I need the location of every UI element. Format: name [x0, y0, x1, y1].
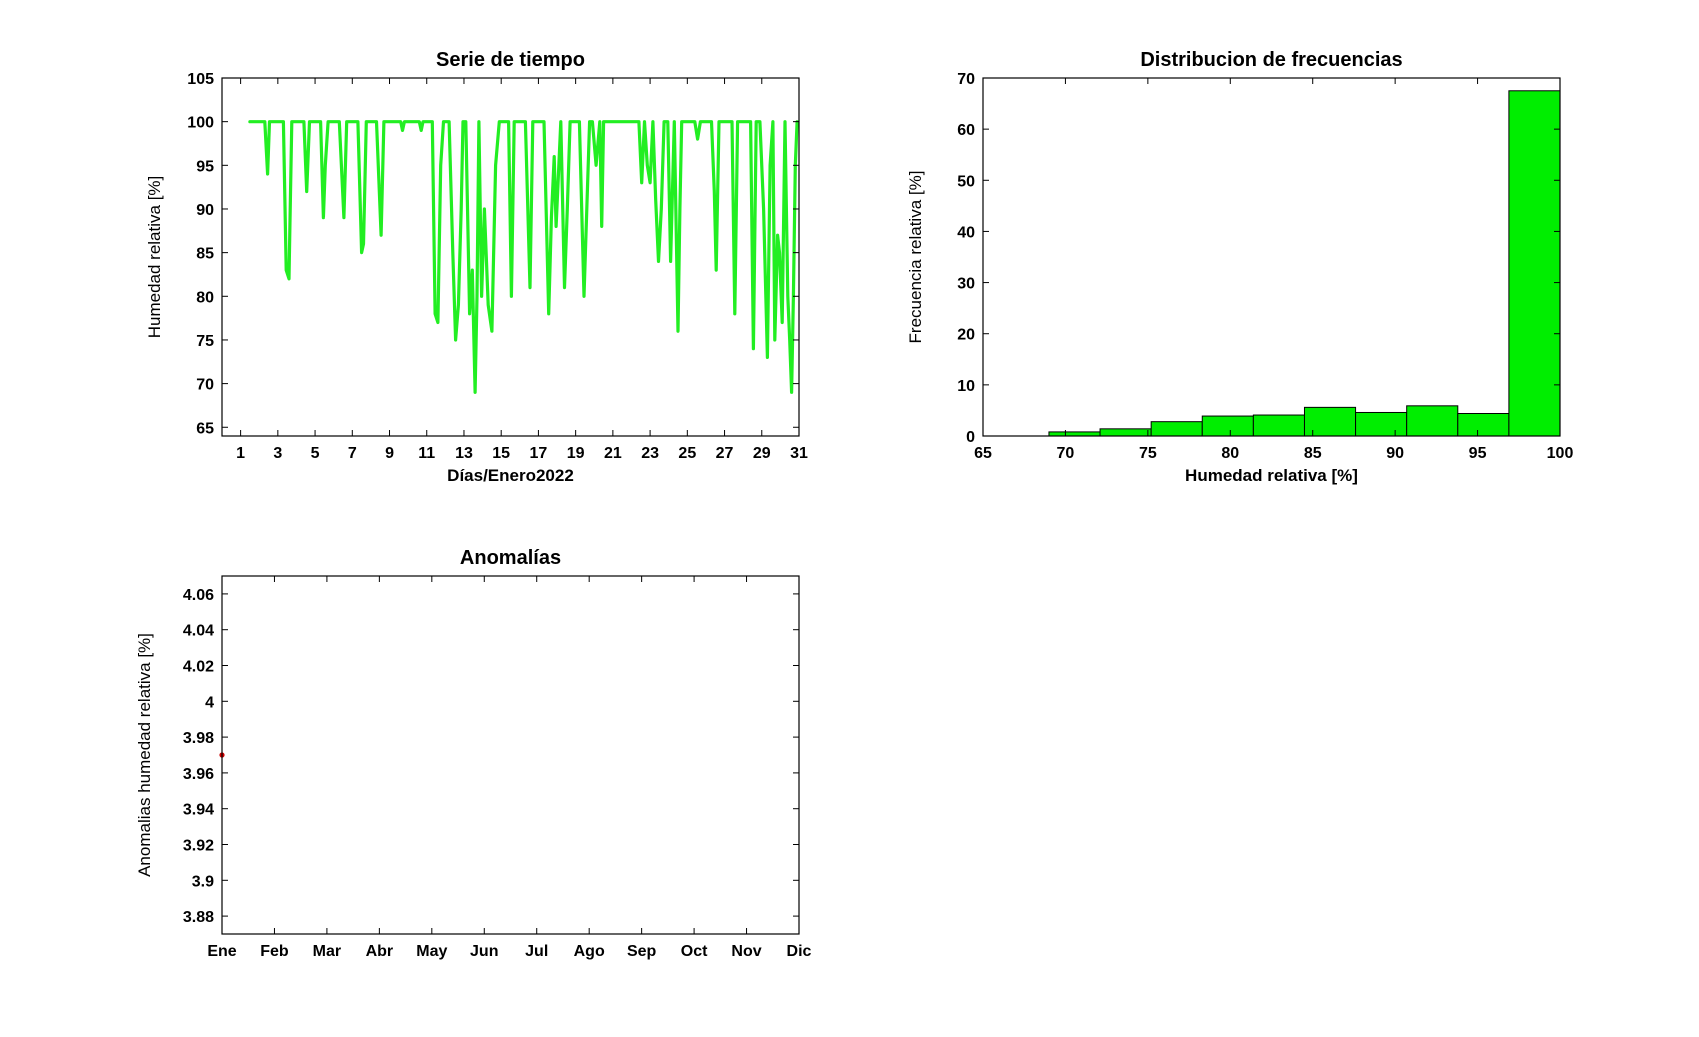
- x-tick-label: 23: [641, 445, 659, 462]
- chart-title: Serie de tiempo: [436, 49, 585, 71]
- y-axis-label: Anomalias humedad relativa [%]: [135, 633, 154, 877]
- histogram-bar: [1406, 405, 1459, 437]
- y-tick-label: 60: [957, 122, 975, 139]
- histogram-bar: [1355, 411, 1408, 437]
- x-tick-label: May: [416, 943, 447, 960]
- x-tick-label: 5: [311, 445, 320, 462]
- y-tick-label: 65: [196, 420, 214, 437]
- y-tick-label: 3.98: [183, 730, 214, 747]
- y-tick-label: 90: [196, 202, 214, 219]
- y-tick-label: 80: [196, 289, 214, 306]
- x-tick-label: Nov: [731, 943, 761, 960]
- chart-hist: 65 70 75 80 85 90 95 100 0 10 20 30 40 50 60 70 Distribu…: [906, 49, 1573, 485]
- histogram-bar: [1048, 431, 1101, 437]
- histogram-bar: [1303, 406, 1357, 437]
- x-tick-label: 29: [753, 445, 771, 462]
- y-tick-label: 4: [205, 694, 214, 711]
- x-tick-label: 19: [567, 445, 585, 462]
- series-line: [248, 120, 799, 394]
- y-tick-label: 0: [966, 429, 975, 446]
- x-tick-label: 95: [1469, 445, 1487, 462]
- y-tick-label: 85: [196, 246, 214, 263]
- x-tick-label: 7: [348, 445, 357, 462]
- chart-title: Anomalías: [460, 547, 561, 569]
- x-tick-label: 25: [678, 445, 696, 462]
- y-tick-label: 100: [187, 115, 214, 132]
- y-tick-label: 3.9: [192, 873, 214, 890]
- chart-title: Distribucion de frecuencias: [1140, 49, 1402, 71]
- x-tick-label: Ago: [574, 943, 605, 960]
- chart-serie: 1 3 5 7 9 11 13 15 17 19 21 23 25 27 29 316570758085909…: [145, 49, 808, 485]
- x-tick-label: 11: [418, 445, 435, 462]
- y-tick-label: 70: [957, 71, 975, 88]
- y-tick-label: 4.02: [183, 659, 214, 676]
- x-tick-label: 75: [1139, 445, 1157, 462]
- x-tick-label: Feb: [260, 943, 289, 960]
- x-tick-label: 21: [604, 445, 622, 462]
- x-tick-label: 65: [974, 445, 992, 462]
- y-tick-label: 10: [957, 378, 975, 395]
- x-tick-label: 13: [455, 445, 473, 462]
- y-tick-label: 30: [957, 276, 975, 293]
- y-tick-label: 4.06: [183, 587, 214, 604]
- x-tick-label: Dic: [787, 943, 812, 960]
- x-tick-label: 15: [492, 445, 510, 462]
- x-tick-label: 3: [273, 445, 282, 462]
- histogram-bar: [1252, 414, 1305, 437]
- x-tick-label: 31: [790, 445, 808, 462]
- y-tick-label: 95: [196, 158, 214, 175]
- x-tick-label: Abr: [366, 943, 394, 960]
- histogram-bar: [1150, 421, 1203, 437]
- y-tick-label: 3.92: [183, 838, 214, 855]
- x-tick-label: 90: [1386, 445, 1404, 462]
- y-axis-label: Frecuencia relativa [%]: [906, 171, 925, 344]
- x-tick-label: Jul: [525, 943, 548, 960]
- y-axis-label: Humedad relativa [%]: [145, 176, 164, 339]
- x-tick-label: Ene: [207, 943, 236, 960]
- y-tick-label: 20: [957, 327, 975, 344]
- plot-frame: [982, 77, 1561, 437]
- x-tick-label: Mar: [313, 943, 341, 960]
- y-tick-label: 3.94: [183, 802, 214, 819]
- x-tick-label: 70: [1057, 445, 1075, 462]
- y-tick-label: 75: [196, 333, 214, 350]
- histogram-bar: [1099, 428, 1152, 437]
- x-tick-label: 80: [1221, 445, 1239, 462]
- x-tick-label: Jun: [470, 943, 498, 960]
- x-tick-label: 9: [385, 445, 394, 462]
- x-tick-label: Sep: [627, 943, 657, 960]
- x-axis-label: Días/Enero2022: [447, 466, 574, 485]
- y-tick-label: 105: [187, 71, 214, 88]
- plot-frame: [221, 77, 800, 437]
- histogram-bar: [1201, 415, 1254, 437]
- x-tick-label: 1: [236, 445, 245, 462]
- y-tick-label: 70: [196, 377, 214, 394]
- y-tick-label: 40: [957, 224, 975, 241]
- histogram-bar: [1508, 90, 1561, 437]
- y-tick-label: 4.04: [183, 623, 214, 640]
- y-tick-label: 50: [957, 173, 975, 190]
- x-tick-label: Oct: [681, 943, 708, 960]
- histogram-bar: [1457, 412, 1510, 437]
- x-tick-label: 17: [530, 445, 548, 462]
- plot-frame: [221, 575, 800, 935]
- x-tick-label: 27: [716, 445, 734, 462]
- x-tick-label: 85: [1304, 445, 1322, 462]
- y-tick-label: 3.88: [183, 909, 214, 926]
- x-tick-label: 100: [1547, 445, 1574, 462]
- chart-anom: Ene Feb Mar Abr May Jun Jul Ago Sep Oct Nov Dic 3.88…: [135, 547, 812, 960]
- y-tick-label: 3.96: [183, 766, 214, 783]
- x-axis-label: Humedad relativa [%]: [1185, 466, 1358, 485]
